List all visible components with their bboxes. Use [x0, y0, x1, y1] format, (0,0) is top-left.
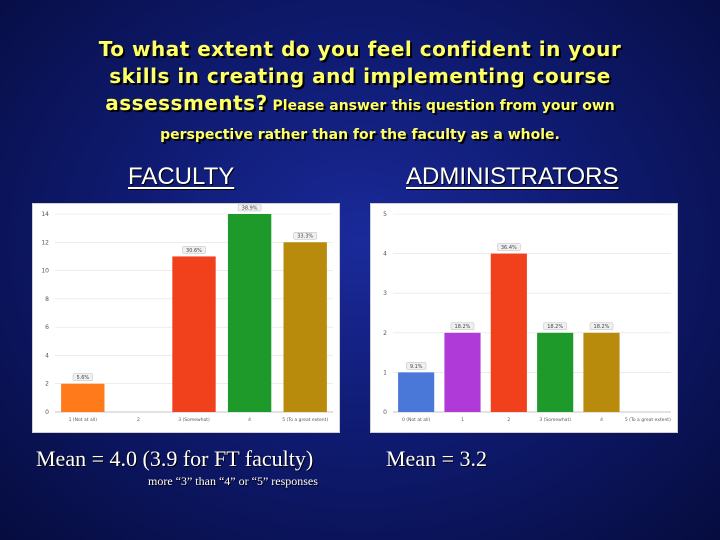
y-tick-label: 3 [383, 290, 387, 297]
administrators-mean: Mean = 3.2 [386, 446, 487, 471]
x-tick-label: 5 (To a great extent) [282, 417, 328, 423]
x-tick-label: 0 (Not at all) [402, 417, 431, 423]
data-label-box [72, 373, 93, 381]
x-tick-label: 4 [248, 417, 251, 423]
y-tick-label: 6 [45, 324, 49, 331]
title-line-3-big: assessments? [105, 91, 268, 115]
bar-5 [283, 242, 327, 412]
bar-1 [61, 383, 105, 412]
data-label: 9.1% [410, 364, 423, 370]
x-tick-label: 1 [461, 417, 464, 423]
y-tick-label: 1 [383, 369, 387, 376]
x-tick-label: 3 (Somewhat) [539, 417, 571, 423]
data-label-box [497, 243, 521, 251]
administrators-chart: 0 1 2 3 4 5 9.1% 0 (Not at all) 18.2% 1 36.4% 2 18.2… [383, 211, 671, 423]
bar-4 [227, 214, 272, 412]
y-tick-label: 14 [41, 211, 49, 218]
bar-2 [444, 332, 481, 412]
x-tick-label: 2 [507, 417, 510, 423]
data-label: 30.6% [186, 248, 202, 254]
title-line-1: To what extent do you feel confident in … [98, 37, 622, 61]
data-label: 18.2% [594, 324, 610, 330]
x-tick-label: 1 (Not at all) [69, 417, 98, 423]
data-label-box [406, 362, 427, 370]
title-line-3-small: Please answer this question from your ow… [267, 98, 615, 114]
y-tick-label: 4 [383, 251, 387, 258]
title-line-4: perspective rather than for the faculty … [160, 127, 560, 143]
y-tick-label: 8 [45, 296, 49, 303]
y-tick-label: 0 [45, 409, 49, 416]
y-tick-label: 2 [45, 381, 49, 388]
data-label-box [237, 204, 262, 212]
data-label-box [543, 322, 567, 331]
administrators-header: ADMINISTRATORS [406, 163, 619, 190]
title-line-2: skills in creating and implementing cour… [109, 64, 611, 88]
faculty-mean: Mean = 4.0 (3.9 for FT faculty) [36, 446, 314, 471]
bar-5 [583, 332, 620, 412]
administrators-chart-panel: 0 1 2 3 4 5 9.1% 0 (Not at all) 18.2% 1 36.4% 2 18.2… [370, 203, 678, 433]
y-tick-label: 12 [41, 239, 49, 246]
bar-4 [537, 332, 574, 412]
faculty-header: FACULTY [128, 163, 235, 190]
y-tick-label: 10 [41, 268, 49, 275]
x-tick-label: 3 (Somewhat) [178, 417, 210, 423]
data-label: 5.6% [76, 375, 89, 381]
y-tick-label: 0 [383, 409, 387, 416]
data-label-box [589, 322, 614, 331]
bar-1 [398, 372, 435, 412]
x-tick-label: 2 [137, 417, 140, 423]
data-label: 36.4% [501, 245, 517, 251]
faculty-mean-note: more “3” than “4” or “5” responses [148, 474, 318, 488]
faculty-chart-panel: 0 2 4 6 8 10 12 14 5.6% 1 (Not at all) 2 30.6% 3 (So… [32, 203, 340, 433]
data-label: 18.2% [455, 324, 471, 330]
x-tick-label: 5 (To a great extent) [625, 417, 671, 423]
data-label-box [182, 246, 206, 254]
slide-title: To what extent do you feel confident in … [20, 36, 700, 143]
y-tick-label: 5 [383, 211, 387, 218]
bar-3 [490, 253, 527, 412]
bar-3 [172, 256, 216, 412]
faculty-chart: 0 2 4 6 8 10 12 14 5.6% 1 (Not at all) 2 30.6% 3 (So… [41, 204, 333, 423]
data-label-box [450, 322, 475, 331]
title-line-3: assessments? Please answer this question… [20, 90, 700, 120]
data-label-box [293, 232, 317, 240]
y-tick-label: 4 [45, 352, 49, 359]
x-tick-label: 4 [600, 417, 603, 423]
data-label: 33.3% [297, 234, 313, 240]
data-label: 18.2% [547, 324, 563, 330]
y-tick-label: 2 [383, 330, 387, 337]
data-label: 38.9% [242, 205, 258, 211]
